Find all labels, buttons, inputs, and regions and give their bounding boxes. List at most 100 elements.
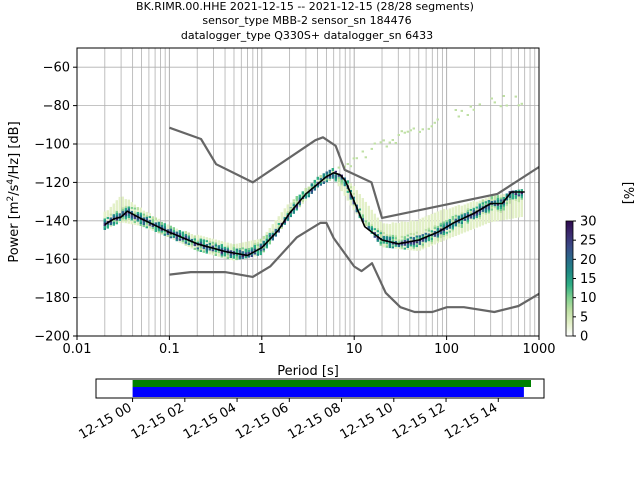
ppsd-cell bbox=[505, 214, 508, 218]
ppsd-cell bbox=[283, 212, 286, 216]
ppsd-cell bbox=[463, 219, 466, 223]
coverage-tick-label: 12-15 14 bbox=[442, 400, 500, 442]
ppsd-cell bbox=[214, 249, 217, 253]
ppsd-cell bbox=[394, 232, 397, 236]
ppsd-cell bbox=[214, 241, 217, 245]
ppsd-cell bbox=[361, 207, 364, 211]
ppsd-cell bbox=[118, 218, 121, 221]
ppsd-cell bbox=[451, 218, 454, 222]
ppsd-cell bbox=[211, 250, 214, 254]
ppsd-cell bbox=[229, 249, 232, 253]
ppsd-cell bbox=[457, 220, 460, 224]
ppsd-cell bbox=[406, 231, 409, 235]
ppsd-cell bbox=[289, 204, 292, 208]
ppsd-cell bbox=[226, 244, 229, 248]
ppsd-cell bbox=[433, 212, 436, 216]
ppsd-cell bbox=[232, 253, 235, 257]
ppsd-cell bbox=[259, 242, 262, 246]
ppsd-cell bbox=[475, 224, 478, 228]
ppsd-cell bbox=[445, 217, 448, 221]
ppsd-cell bbox=[397, 228, 400, 232]
ppsd-cell bbox=[247, 241, 250, 245]
ppsd-cell bbox=[244, 255, 247, 259]
ppsd-cell bbox=[352, 193, 355, 197]
ppsd-cell bbox=[190, 243, 193, 247]
ppsd-cell bbox=[508, 204, 511, 208]
ppsd-cell bbox=[430, 221, 433, 225]
ppsd-cell bbox=[400, 242, 403, 246]
ppsd-cell bbox=[220, 250, 223, 254]
ppsd-cell bbox=[520, 192, 523, 196]
ppsd-cell bbox=[148, 215, 151, 218]
ppsd-cell bbox=[469, 207, 472, 211]
title-line-2: sensor_type MBB-2 sensor_sn 184476 bbox=[202, 14, 411, 27]
ppsd-cell bbox=[343, 181, 346, 185]
ppsd-cell bbox=[337, 173, 340, 177]
ppsd-cell bbox=[121, 202, 124, 206]
ppsd-cell bbox=[433, 214, 436, 218]
ppsd-cell bbox=[133, 204, 136, 208]
ppsd-cell bbox=[436, 228, 439, 232]
ppsd-cell bbox=[322, 179, 325, 182]
ppsd-cell bbox=[505, 205, 508, 208]
ppsd-cell bbox=[514, 215, 517, 218]
ppsd-cell bbox=[457, 229, 460, 233]
ppsd-cell bbox=[454, 208, 457, 211]
ppsd-cell bbox=[460, 219, 463, 223]
ppsd-cell bbox=[139, 209, 142, 213]
ppsd-cell bbox=[496, 218, 499, 222]
ppsd-cell bbox=[286, 208, 289, 212]
ppsd-cell bbox=[376, 217, 379, 221]
ppsd-cell bbox=[112, 207, 115, 211]
ppsd-cell bbox=[361, 211, 364, 215]
ppsd-cell bbox=[475, 203, 478, 207]
ppsd-cell bbox=[229, 245, 232, 249]
ppsd-cell bbox=[508, 206, 511, 210]
ppsd-cell bbox=[397, 238, 400, 242]
ppsd-cell bbox=[217, 244, 220, 248]
ppsd-cell bbox=[475, 217, 478, 221]
ppsd-cell bbox=[118, 219, 121, 223]
ppsd-cell bbox=[187, 234, 190, 238]
ppsd-cell bbox=[247, 250, 250, 254]
ppsd-cell bbox=[208, 249, 211, 253]
ppsd-cell bbox=[496, 208, 499, 212]
ppsd-cell bbox=[295, 201, 298, 204]
ppsd-cell bbox=[481, 212, 484, 216]
ppsd-cell bbox=[346, 189, 349, 193]
ppsd-cell bbox=[388, 229, 391, 233]
ppsd-cell bbox=[466, 222, 469, 226]
ppsd-cell bbox=[229, 255, 232, 258]
ppsd-cell bbox=[256, 252, 259, 256]
ppsd-cell bbox=[241, 244, 244, 248]
ppsd-cell bbox=[358, 201, 361, 205]
ppsd-cell bbox=[370, 221, 373, 225]
ppsd-cell bbox=[289, 208, 292, 210]
ppsd-cell bbox=[163, 230, 166, 234]
ppsd-cell bbox=[226, 256, 229, 260]
ppsd-cell bbox=[385, 233, 388, 237]
ppsd-cell bbox=[226, 248, 229, 252]
ppsd-cell bbox=[130, 205, 133, 209]
ppsd-cell bbox=[364, 203, 367, 207]
ppsd-cell bbox=[511, 209, 514, 213]
ppsd-cell bbox=[223, 241, 226, 245]
ppsd-cell bbox=[493, 101, 496, 104]
ppsd-cell bbox=[358, 203, 361, 207]
ppsd-cell bbox=[406, 130, 409, 133]
ppsd-cell bbox=[139, 211, 142, 215]
ppsd-cell bbox=[376, 231, 379, 235]
ppsd-cell bbox=[127, 220, 130, 224]
ppsd-cell bbox=[520, 202, 523, 206]
ppsd-cell bbox=[475, 213, 478, 217]
ppsd-cell bbox=[490, 207, 493, 211]
ppsd-cell bbox=[382, 231, 385, 234]
ppsd-cell bbox=[439, 212, 442, 216]
ppsd-cell bbox=[448, 210, 451, 214]
ppsd-cell bbox=[133, 216, 136, 220]
ppsd-cell bbox=[442, 222, 445, 226]
ppsd-cell bbox=[517, 199, 520, 203]
ppsd-cell bbox=[208, 239, 211, 243]
ppsd-cell bbox=[421, 128, 424, 131]
